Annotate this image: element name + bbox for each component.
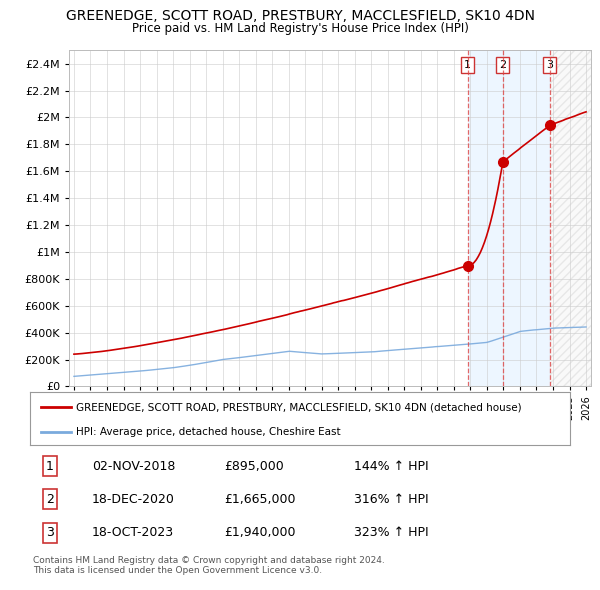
Text: 02-NOV-2018: 02-NOV-2018 <box>92 460 175 473</box>
Bar <box>468 50 503 386</box>
Text: 3: 3 <box>546 60 553 70</box>
Text: 2: 2 <box>499 60 506 70</box>
Text: GREENEDGE, SCOTT ROAD, PRESTBURY, MACCLESFIELD, SK10 4DN: GREENEDGE, SCOTT ROAD, PRESTBURY, MACCLE… <box>65 9 535 23</box>
Text: 1: 1 <box>464 60 471 70</box>
Text: Price paid vs. HM Land Registry's House Price Index (HPI): Price paid vs. HM Land Registry's House … <box>131 22 469 35</box>
Text: 316% ↑ HPI: 316% ↑ HPI <box>354 493 428 506</box>
Text: 18-OCT-2023: 18-OCT-2023 <box>92 526 174 539</box>
Text: HPI: Average price, detached house, Cheshire East: HPI: Average price, detached house, Ches… <box>76 427 341 437</box>
Text: 1: 1 <box>46 460 54 473</box>
Text: 2: 2 <box>46 493 54 506</box>
Text: 323% ↑ HPI: 323% ↑ HPI <box>354 526 428 539</box>
Text: £1,940,000: £1,940,000 <box>224 526 296 539</box>
Text: Contains HM Land Registry data © Crown copyright and database right 2024.
This d: Contains HM Land Registry data © Crown c… <box>33 556 385 575</box>
Text: GREENEDGE, SCOTT ROAD, PRESTBURY, MACCLESFIELD, SK10 4DN (detached house): GREENEDGE, SCOTT ROAD, PRESTBURY, MACCLE… <box>76 402 521 412</box>
Text: 144% ↑ HPI: 144% ↑ HPI <box>354 460 428 473</box>
Text: £895,000: £895,000 <box>224 460 284 473</box>
Bar <box>503 50 550 386</box>
Text: 3: 3 <box>46 526 54 539</box>
Text: £1,665,000: £1,665,000 <box>224 493 296 506</box>
Text: 18-DEC-2020: 18-DEC-2020 <box>92 493 175 506</box>
Bar <box>550 50 595 386</box>
